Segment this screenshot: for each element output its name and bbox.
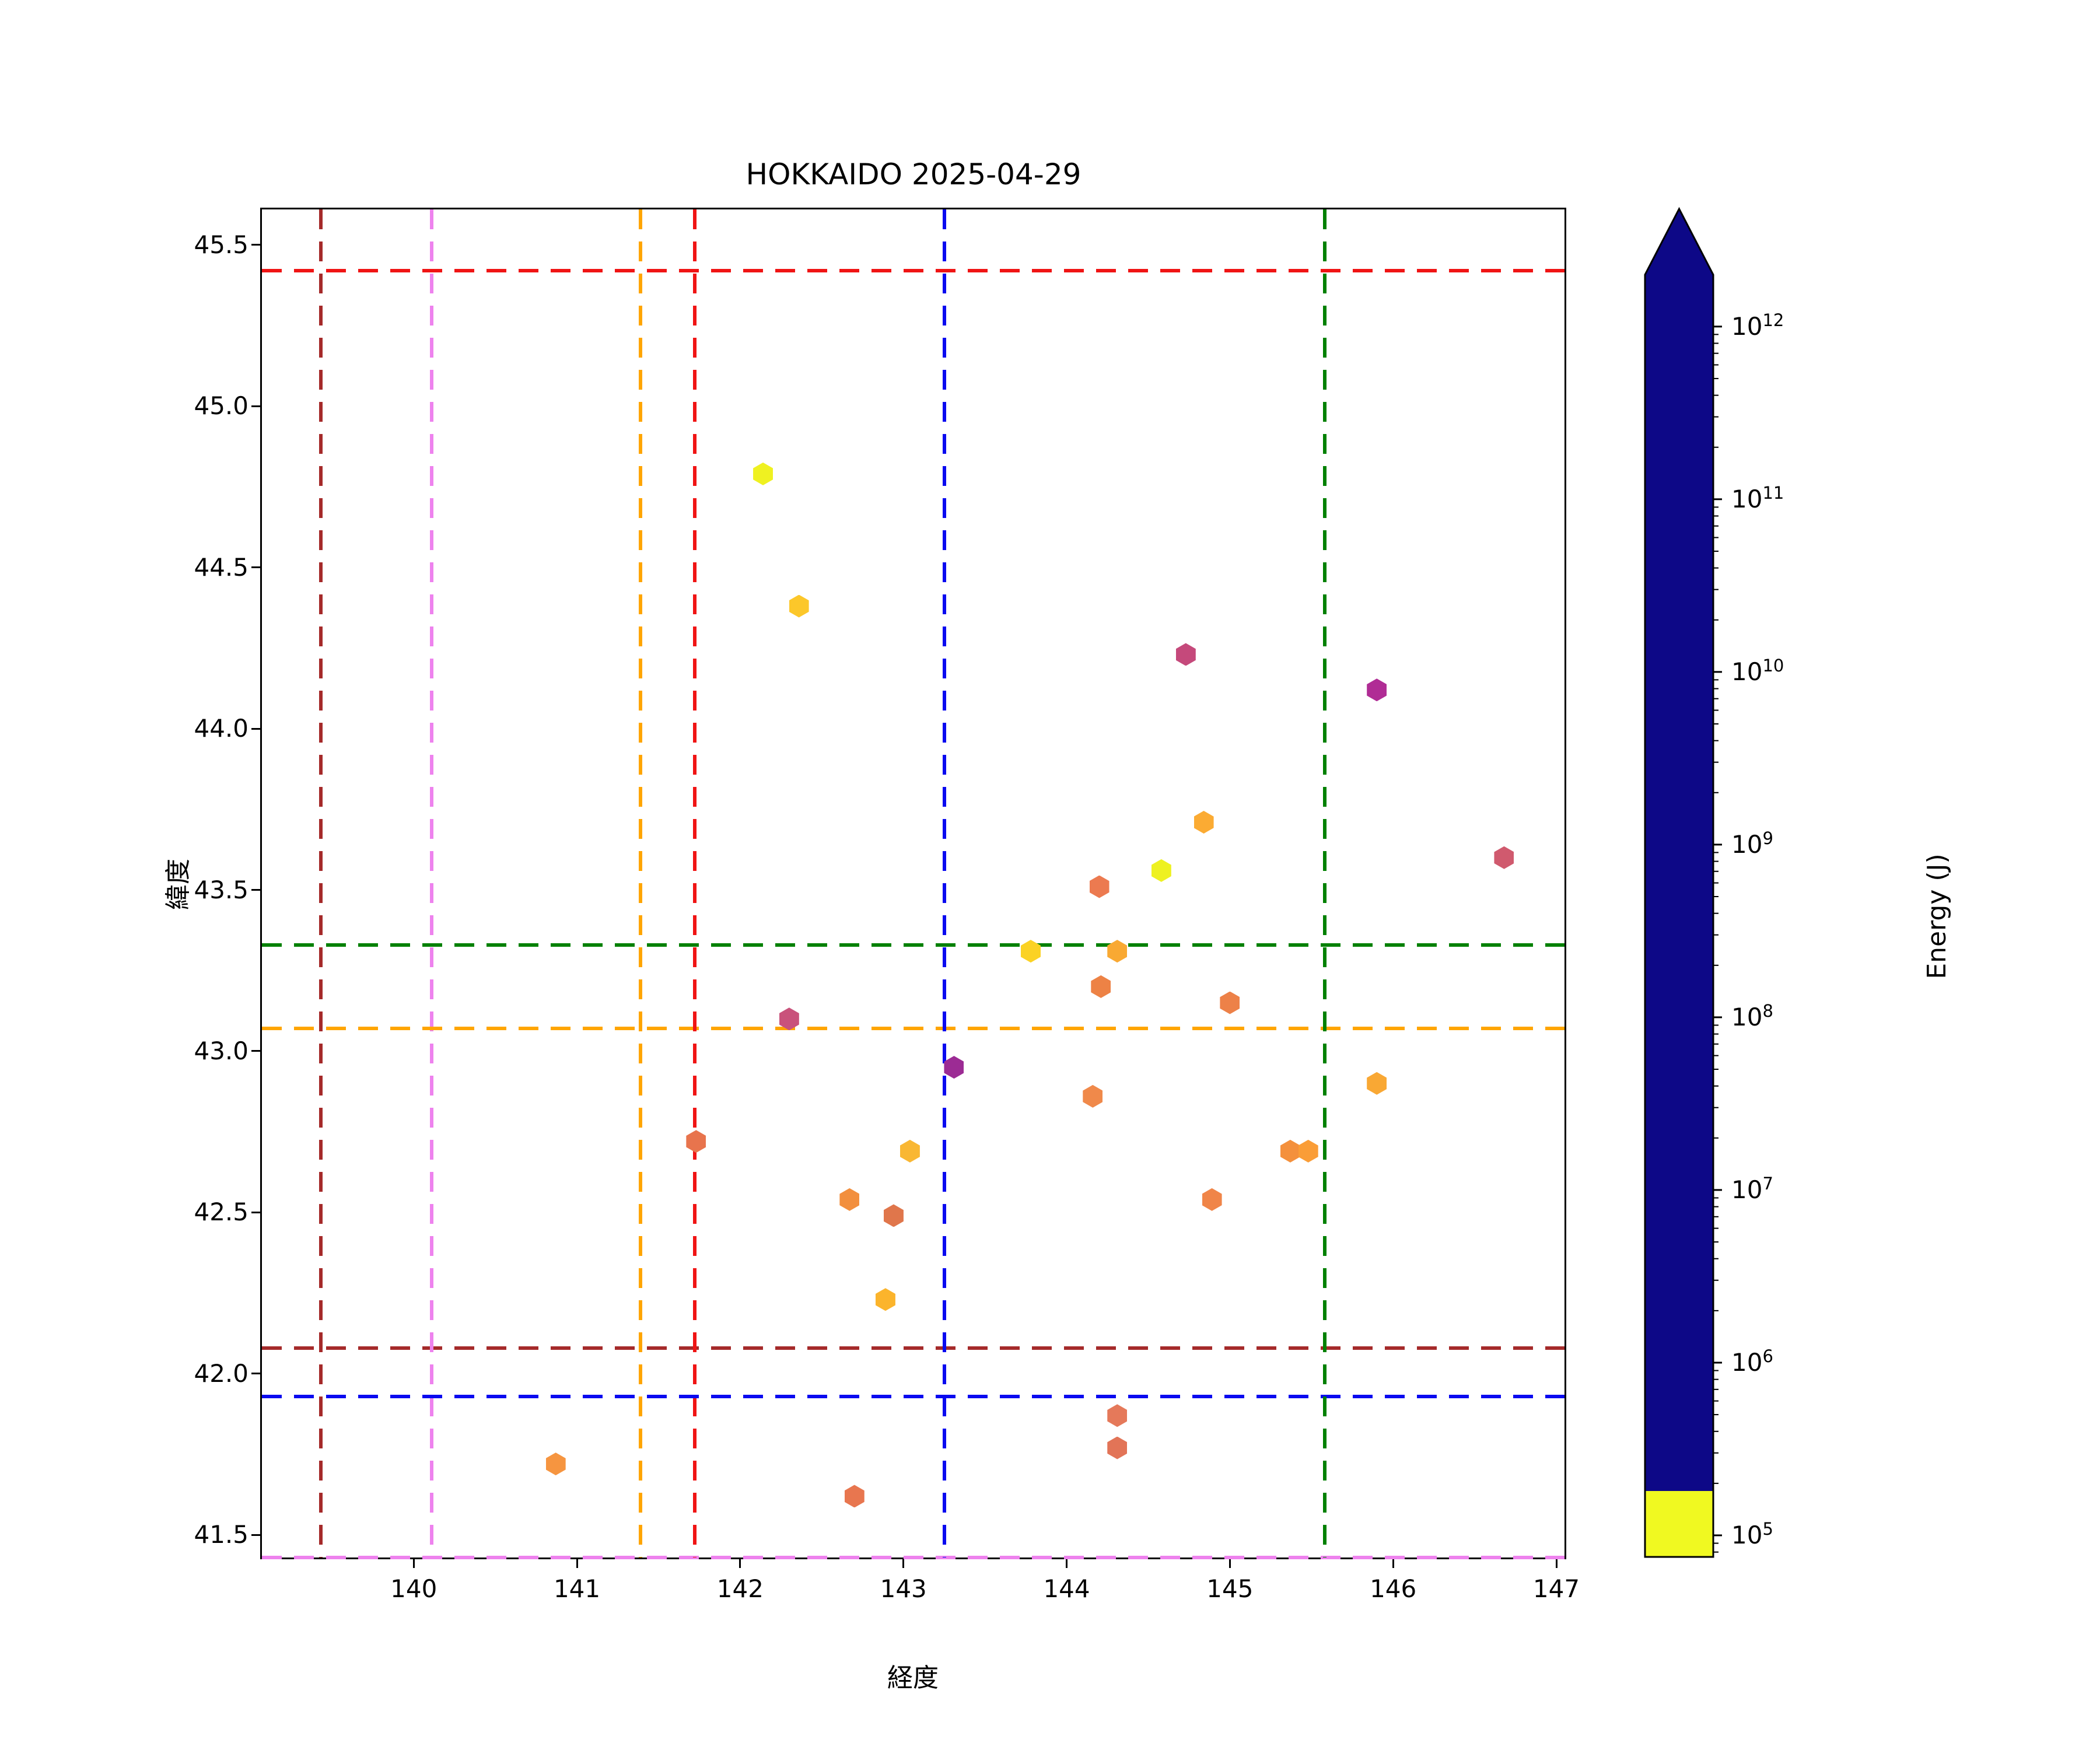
violet-crosshair-horizontal xyxy=(262,1556,1564,1559)
blue-crosshair-horizontal xyxy=(262,1394,1564,1398)
colorbar xyxy=(1644,206,1722,1558)
y-tick xyxy=(251,1050,260,1052)
colorbar-tick-label: 1012 xyxy=(1731,310,1784,341)
data-point-hexagon xyxy=(1367,678,1387,702)
data-point-hexagon xyxy=(1089,875,1110,898)
red-crosshair-vertical xyxy=(692,209,696,1558)
x-tick xyxy=(1066,1559,1068,1568)
data-point-hexagon xyxy=(900,1139,920,1163)
data-point-hexagon xyxy=(753,462,774,485)
y-tick xyxy=(251,1373,260,1375)
y-tick xyxy=(251,566,260,569)
blue-crosshair-vertical xyxy=(942,209,946,1558)
data-point-hexagon xyxy=(883,1204,904,1227)
colorbar-label: Energy (J) xyxy=(1922,853,1952,979)
green-crosshair-vertical xyxy=(1322,209,1326,1558)
data-point-hexagon xyxy=(1083,1084,1103,1108)
data-point-hexagon xyxy=(944,1056,964,1079)
data-point-hexagon xyxy=(1175,643,1196,666)
x-tick xyxy=(902,1559,905,1568)
y-tick-label: 45.0 xyxy=(194,391,249,421)
y-tick-label: 44.0 xyxy=(194,714,249,743)
orange-crosshair-vertical xyxy=(639,209,643,1558)
brown-crosshair-vertical xyxy=(318,209,323,1558)
y-tick-label: 45.5 xyxy=(194,230,249,259)
y-tick-label: 43.0 xyxy=(194,1036,249,1065)
x-tick xyxy=(1392,1559,1394,1568)
x-axis-label: 経度 xyxy=(887,1663,939,1693)
data-point-hexagon xyxy=(1107,1404,1128,1427)
x-tick-label: 146 xyxy=(1370,1574,1417,1603)
data-point-hexagon xyxy=(1107,1436,1128,1460)
brown-crosshair-horizontal xyxy=(262,1346,1564,1350)
data-point-hexagon xyxy=(1202,1188,1222,1211)
y-tick-label: 41.5 xyxy=(194,1520,249,1549)
data-point-hexagon xyxy=(1151,859,1171,882)
data-point-hexagon xyxy=(844,1485,864,1508)
x-tick xyxy=(1228,1559,1231,1568)
plot-area xyxy=(260,208,1566,1559)
chart-title: HOKKAIDO 2025-04-29 xyxy=(746,158,1082,191)
y-axis-label: 緯度 xyxy=(163,859,193,910)
data-point-hexagon xyxy=(789,594,809,618)
y-tick xyxy=(251,405,260,407)
data-point-hexagon xyxy=(1194,810,1214,834)
data-point-hexagon xyxy=(875,1288,895,1311)
x-tick-label: 142 xyxy=(716,1574,764,1603)
colorbar-gradient-bar xyxy=(1644,206,1714,1558)
y-tick xyxy=(251,1534,260,1536)
colorbar-tick-label: 106 xyxy=(1731,1346,1773,1377)
x-tick-label: 147 xyxy=(1532,1574,1580,1603)
colorbar-tick-label: 105 xyxy=(1731,1518,1773,1549)
x-tick xyxy=(739,1559,741,1568)
x-tick-label: 141 xyxy=(553,1574,601,1603)
orange-crosshair-horizontal xyxy=(262,1027,1564,1031)
data-point-hexagon xyxy=(1494,846,1514,869)
x-tick-label: 140 xyxy=(390,1574,438,1603)
data-point-hexagon xyxy=(686,1130,706,1153)
y-tick-label: 44.5 xyxy=(194,552,249,582)
data-point-hexagon xyxy=(1091,975,1111,998)
x-tick xyxy=(1555,1559,1558,1568)
y-tick-label: 42.0 xyxy=(194,1359,249,1388)
y-tick xyxy=(251,244,260,246)
colorbar-tick-label: 1011 xyxy=(1731,482,1784,513)
y-tick xyxy=(251,727,260,730)
colorbar-tick-label: 107 xyxy=(1731,1173,1773,1204)
y-tick-label: 43.5 xyxy=(194,875,249,904)
colorbar-tick-label: 109 xyxy=(1731,828,1773,859)
red-crosshair-horizontal xyxy=(262,269,1564,273)
data-point-hexagon xyxy=(1367,1072,1387,1095)
colorbar-tick-label: 108 xyxy=(1731,1000,1773,1031)
x-tick xyxy=(412,1559,415,1568)
data-point-hexagon xyxy=(545,1452,566,1476)
y-tick xyxy=(251,1211,260,1213)
data-point-hexagon xyxy=(1298,1139,1318,1163)
colorbar-tick-label: 1010 xyxy=(1731,655,1784,686)
x-tick-label: 144 xyxy=(1043,1574,1090,1603)
x-tick-label: 145 xyxy=(1206,1574,1254,1603)
y-tick-label: 42.5 xyxy=(194,1198,249,1227)
green-crosshair-horizontal xyxy=(262,943,1564,947)
data-point-hexagon xyxy=(839,1188,860,1211)
data-point-hexagon xyxy=(1280,1139,1300,1163)
colorbar-ticks xyxy=(1713,326,1722,1553)
x-tick xyxy=(576,1559,578,1568)
data-point-hexagon xyxy=(1220,991,1240,1014)
x-tick-label: 143 xyxy=(880,1574,927,1603)
violet-crosshair-vertical xyxy=(430,209,434,1558)
y-tick xyxy=(251,889,260,891)
